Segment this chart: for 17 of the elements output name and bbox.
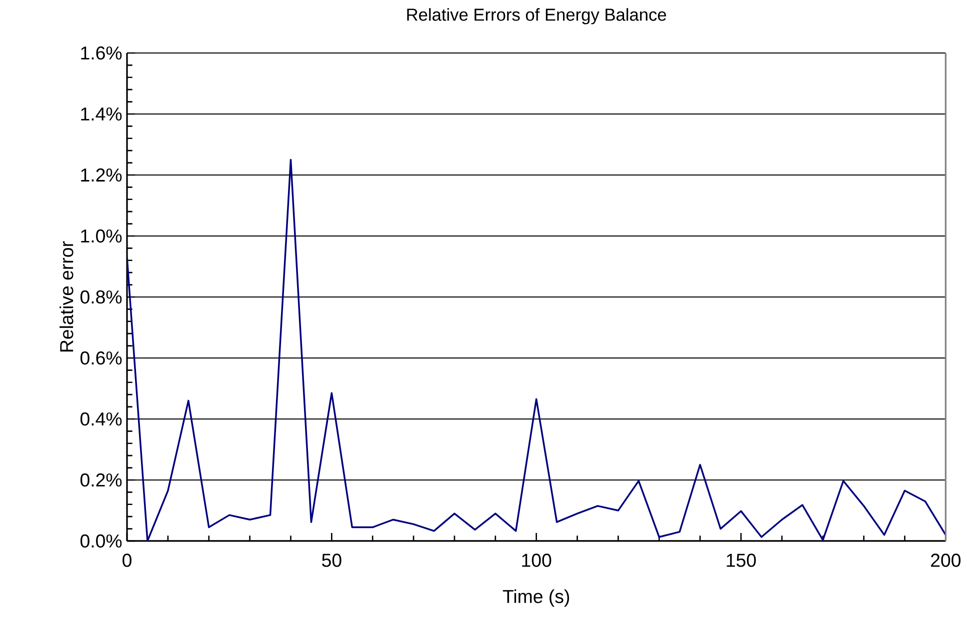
- x-tick-label: 200: [931, 554, 961, 567]
- y-tick-label: 0.8%: [80, 290, 122, 304]
- y-tick-label: 1.6%: [81, 46, 122, 60]
- x-tick-label: 150: [726, 554, 756, 567]
- chart-title: Relative Errors of Energy Balance: [407, 8, 666, 24]
- y-tick-label: 1.2%: [81, 168, 122, 182]
- y-tick-label: 1.0%: [81, 229, 122, 243]
- y-axis-title: Relative error: [60, 241, 74, 352]
- y-tick-label: 0.4%: [80, 412, 122, 426]
- x-tick-label: 50: [322, 554, 342, 567]
- y-tick-label: 1.4%: [81, 107, 122, 121]
- x-tick-label: 0: [122, 554, 132, 567]
- y-tick-label: 0.0%: [80, 534, 122, 548]
- x-tick-label: 100: [522, 554, 552, 567]
- y-tick-label: 0.2%: [80, 473, 122, 487]
- y-tick-label: 0.6%: [80, 351, 122, 365]
- x-axis-title: Time (s): [502, 589, 570, 607]
